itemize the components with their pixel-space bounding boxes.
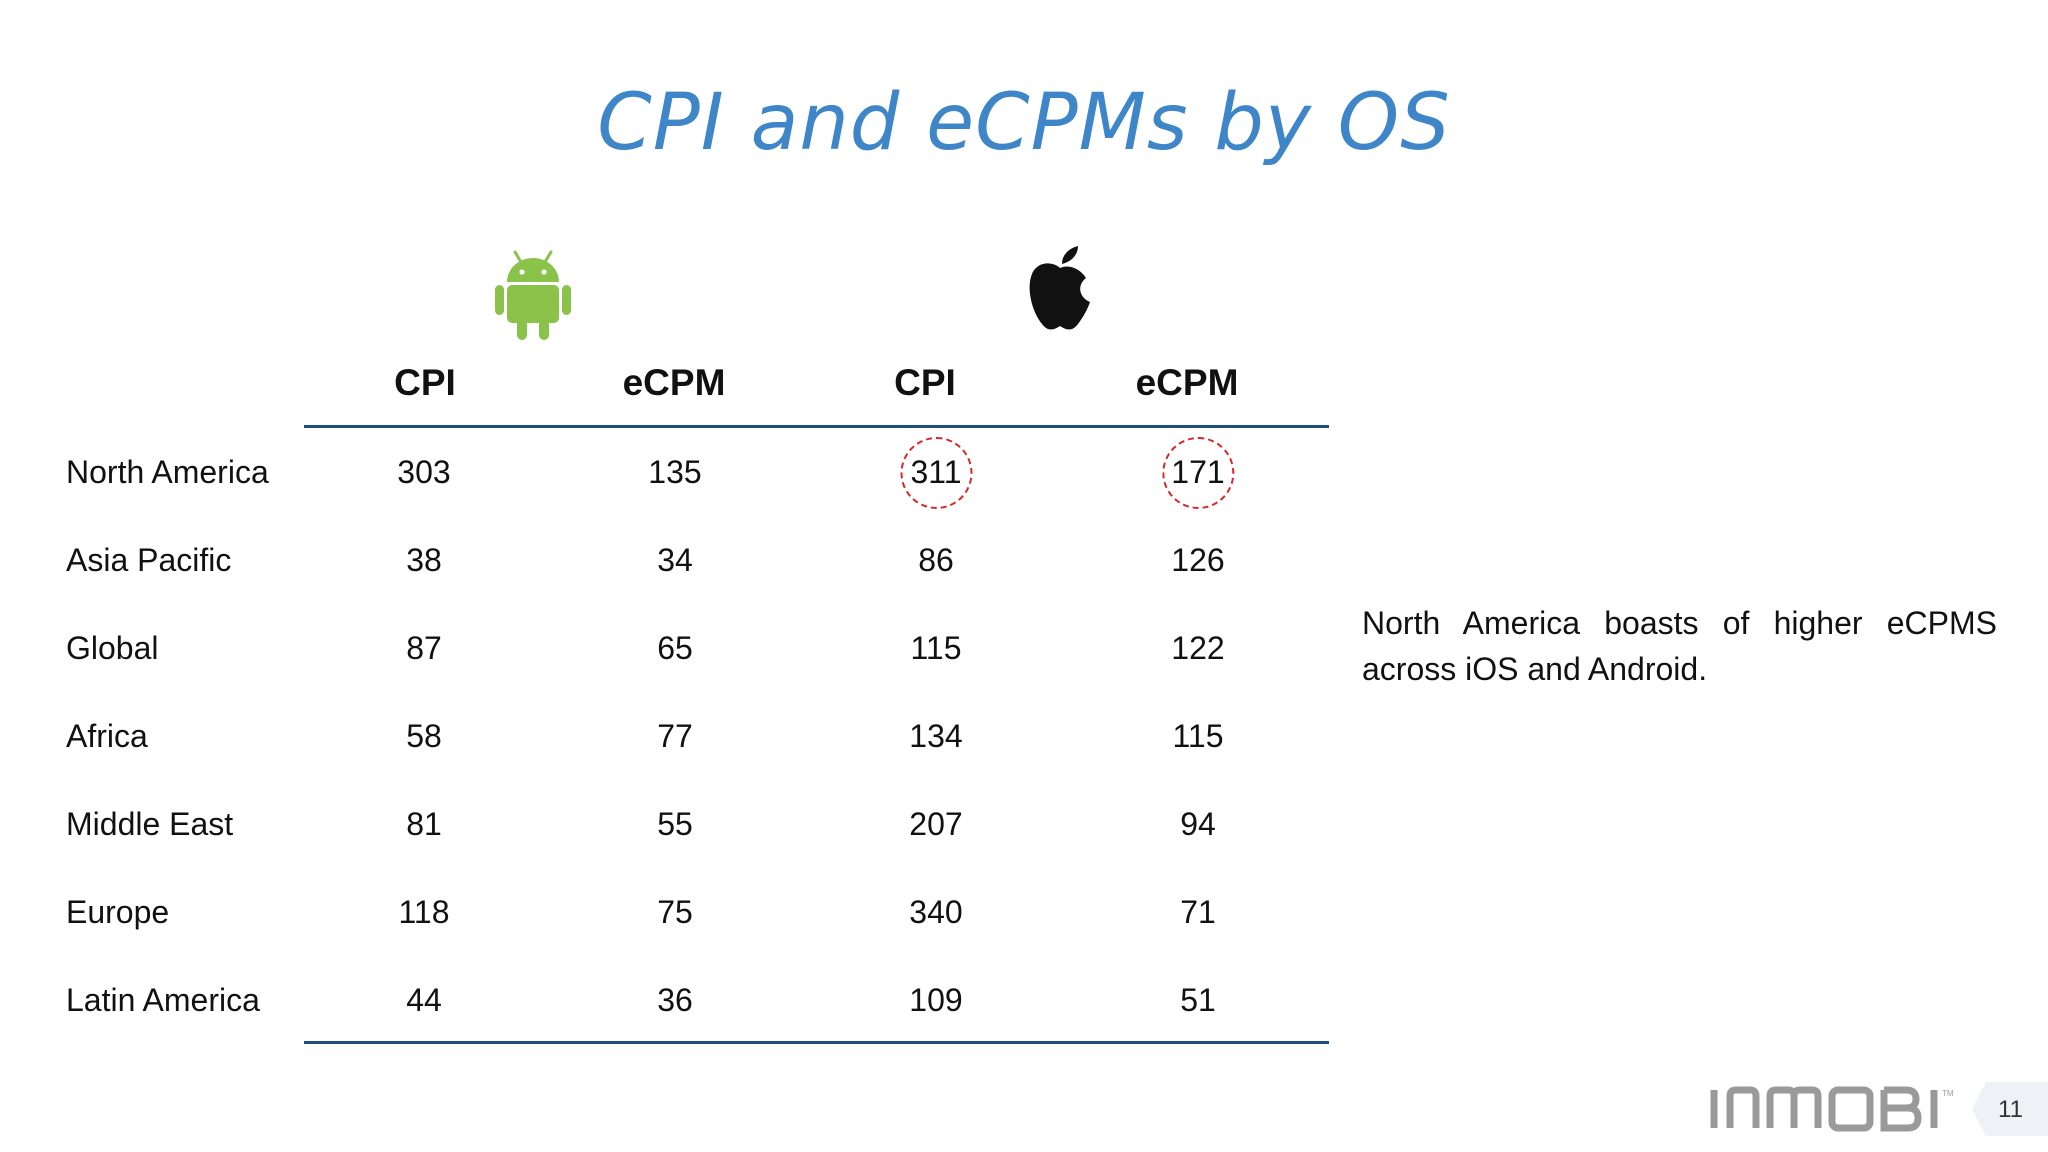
svg-text:TM: TM	[1942, 1089, 1954, 1098]
table-row: North America 303 135 311 171	[0, 436, 1340, 542]
ios-ecpm-cell: 126	[1171, 542, 1225, 578]
ios-ecpm-cell: 122	[1171, 630, 1225, 666]
row-label: Middle East	[66, 806, 234, 842]
row-label: Latin America	[66, 982, 260, 1018]
android-cpi-cell: 58	[406, 718, 442, 754]
android-ecpm-cell: 65	[657, 630, 693, 666]
android-cpi-cell: 38	[406, 542, 442, 578]
table-row: Asia Pacific 38 34 86 126	[0, 542, 1340, 630]
row-label: Africa	[66, 718, 148, 754]
android-cpi-cell: 303	[397, 454, 451, 490]
android-cpi-cell: 118	[398, 894, 450, 930]
android-ecpm-cell: 135	[648, 454, 702, 490]
inmobi-logo: TM	[1710, 1086, 1954, 1132]
android-ecpm-cell: 75	[657, 894, 693, 930]
ios-cpi-cell: 109	[909, 982, 963, 1018]
row-label: Europe	[66, 894, 170, 930]
row-label: Asia Pacific	[66, 542, 232, 578]
page-number: 11	[1998, 1096, 2023, 1123]
ios-ecpm-cell: 115	[1172, 718, 1224, 754]
ios-ecpm-cell: 94	[1180, 806, 1216, 842]
row-label: Global	[66, 630, 159, 666]
android-ecpm-cell: 77	[657, 718, 693, 754]
slide-title: CPI and eCPMs by OS	[597, 78, 1451, 168]
column-header-ios-ecpm: eCPM	[1135, 362, 1239, 403]
android-ecpm-cell: 34	[657, 542, 693, 578]
apple-logo-icon	[1029, 246, 1090, 330]
table-bottom-rule	[304, 1041, 1329, 1044]
ios-ecpm-cell: 51	[1180, 982, 1216, 1018]
android-cpi-cell: 44	[406, 982, 442, 1018]
table-row: Africa 58 77 134 115	[0, 718, 1340, 806]
table-top-rule	[304, 425, 1329, 428]
ios-cpi-cell: 86	[918, 542, 954, 578]
column-header-android-cpi: CPI	[394, 362, 456, 403]
android-ecpm-cell: 55	[657, 806, 693, 842]
android-robot-icon	[495, 250, 571, 340]
ios-cpi-cell: 134	[909, 718, 963, 754]
page-number-tab	[1972, 1082, 2048, 1136]
ios-cpi-cell-highlighted: 311	[899, 436, 973, 509]
row-label: North America	[66, 454, 269, 490]
table-row: Latin America 44 36 109 51	[0, 982, 1340, 1070]
android-cpi-cell: 87	[406, 630, 442, 666]
ios-ecpm-cell-highlighted: 171	[1161, 436, 1235, 509]
ios-cpi-cell: 115	[910, 630, 962, 666]
summary-note: North America boasts of higher eCPMS acr…	[1362, 605, 1997, 687]
table-row: Global 87 65 115 122	[0, 630, 1340, 718]
ios-cpi-cell: 207	[909, 806, 963, 842]
column-header-ios-cpi: CPI	[894, 362, 956, 403]
table-row: Europe 118 75 340 71	[0, 894, 1340, 982]
android-ecpm-cell: 36	[657, 982, 693, 1018]
ios-cpi-cell: 340	[909, 894, 963, 930]
table-row: Middle East 81 55 207 94	[0, 806, 1340, 894]
column-header-android-ecpm: eCPM	[622, 362, 726, 403]
ios-ecpm-cell: 71	[1180, 894, 1216, 930]
android-cpi-cell: 81	[406, 806, 442, 842]
